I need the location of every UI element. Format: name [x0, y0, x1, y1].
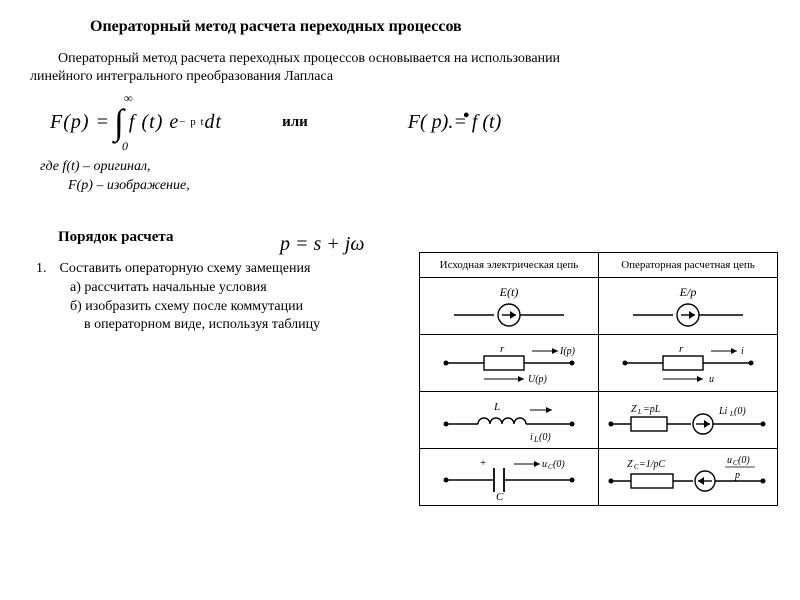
corr-dot: •: [463, 105, 470, 128]
svg-text:+: +: [480, 457, 486, 469]
label-Ep: E/p: [599, 285, 777, 300]
para1-line2: линейного интегрального преобразования Л…: [30, 69, 333, 84]
cell-capacitor-operator: Z C =1/pC u C (0) p: [599, 449, 778, 506]
formula-tail: dt: [205, 111, 223, 134]
table-row: + C u C (0): [420, 449, 778, 506]
integral-lower: 0: [122, 140, 129, 152]
p-equation: p = s + jω: [280, 233, 364, 256]
formula-row: F(p) = ∫ ∞ 0 f (t) e− p t dt или F( p)•.…: [50, 104, 770, 140]
svg-text:Z: Z: [627, 459, 633, 470]
svg-text:=pL: =pL: [643, 404, 661, 415]
svg-text:u: u: [542, 459, 547, 470]
svg-text:(0): (0): [734, 406, 746, 417]
cell-source-operator: E/p: [599, 278, 778, 335]
cell-inductor-operator: Z L =pL Li L (0): [599, 392, 778, 449]
intro-paragraph: Операторный метод расчета переходных про…: [30, 50, 770, 86]
svg-text:u: u: [709, 374, 714, 385]
where-line2: F(p) – изображение,: [68, 178, 190, 193]
cell-resistor-operator: r i u: [599, 335, 778, 392]
svg-text:p: p: [734, 470, 740, 481]
svg-text:Z: Z: [631, 404, 637, 415]
where-block: где f(t) – оригинал, F(p) – изображение,: [40, 158, 770, 194]
table-row: E(t) E/p: [420, 278, 778, 335]
formula-body: f (t) e: [129, 111, 179, 134]
step-main: Составить операторную схему замещения: [60, 261, 311, 276]
cell-resistor-original: r I(p) U(p): [420, 335, 599, 392]
table-row: r I(p) U(p) r: [420, 335, 778, 392]
corr-lhs: F( p): [408, 111, 449, 133]
inductor-icon: L i L (0): [434, 398, 584, 442]
emf-source-icon: [454, 302, 564, 328]
svg-text:(0): (0): [553, 459, 565, 470]
svg-text:r: r: [679, 343, 684, 355]
svg-text:U(p): U(p): [528, 374, 548, 385]
cell-capacitor-original: + C u C (0): [420, 449, 599, 506]
inductor-op-icon: Z L =pL Li L (0): [603, 398, 773, 442]
resistor-op-icon: r i u: [613, 341, 763, 385]
resistor-icon: r I(p) U(p): [434, 341, 584, 385]
svg-text:Li: Li: [718, 406, 728, 417]
svg-text:i: i: [741, 346, 744, 357]
integral-upper: ∞: [124, 92, 134, 104]
svg-text:(0): (0): [539, 432, 551, 442]
or-label: или: [282, 114, 308, 131]
corr-rhs: f (t): [467, 111, 501, 133]
svg-text:C: C: [496, 491, 504, 502]
cell-inductor-original: L i L (0): [420, 392, 599, 449]
label-Et: E(t): [420, 285, 598, 300]
svg-text:(0): (0): [738, 455, 750, 466]
step-b: б) изобразить схему после коммутации: [70, 298, 406, 317]
svg-text:u: u: [727, 455, 732, 466]
svg-text:i: i: [530, 432, 533, 442]
cell-source-original: E(t): [420, 278, 599, 335]
integral-sign: ∫ ∞ 0: [114, 104, 125, 140]
correspondence-formula: F( p)•.= f (t): [408, 111, 501, 134]
svg-text:L: L: [637, 408, 642, 416]
p-eq-text: p = s + jω: [280, 233, 364, 255]
para1-line1: Операторный метод расчета переходных про…: [58, 51, 560, 66]
section-header: Порядок расчета: [58, 229, 770, 246]
svg-text:L: L: [493, 401, 500, 413]
step-a: а) рассчитать начальные условия: [70, 279, 406, 298]
step-1: 1. Составить операторную схему замещения…: [36, 260, 406, 336]
svg-text:I(p): I(p): [559, 346, 576, 357]
formula-exp: − p t: [179, 116, 204, 128]
table-head-right: Операторная расчетная цепь: [599, 253, 778, 278]
svg-text:r: r: [500, 343, 505, 355]
svg-text:=1/pC: =1/pC: [639, 459, 666, 470]
page-title: Операторный метод расчета переходных про…: [90, 18, 770, 36]
capacitor-icon: + C u C (0): [434, 452, 584, 502]
formula-lhs: F(p) =: [50, 111, 110, 134]
step-b2: в операторном виде, используя таблицу: [84, 316, 406, 335]
emf-source-op-icon: [633, 302, 743, 328]
capacitor-op-icon: Z C =1/pC u C (0) p: [603, 451, 773, 503]
table-row: L i L (0): [420, 392, 778, 449]
table-head-left: Исходная электрическая цепь: [420, 253, 599, 278]
where-line1: где f(t) – оригинал,: [40, 159, 151, 174]
step-number: 1.: [36, 260, 56, 279]
circuit-table: Исходная электрическая цепь Операторная …: [419, 252, 778, 506]
laplace-integral: F(p) = ∫ ∞ 0 f (t) e− p t dt: [50, 104, 222, 140]
